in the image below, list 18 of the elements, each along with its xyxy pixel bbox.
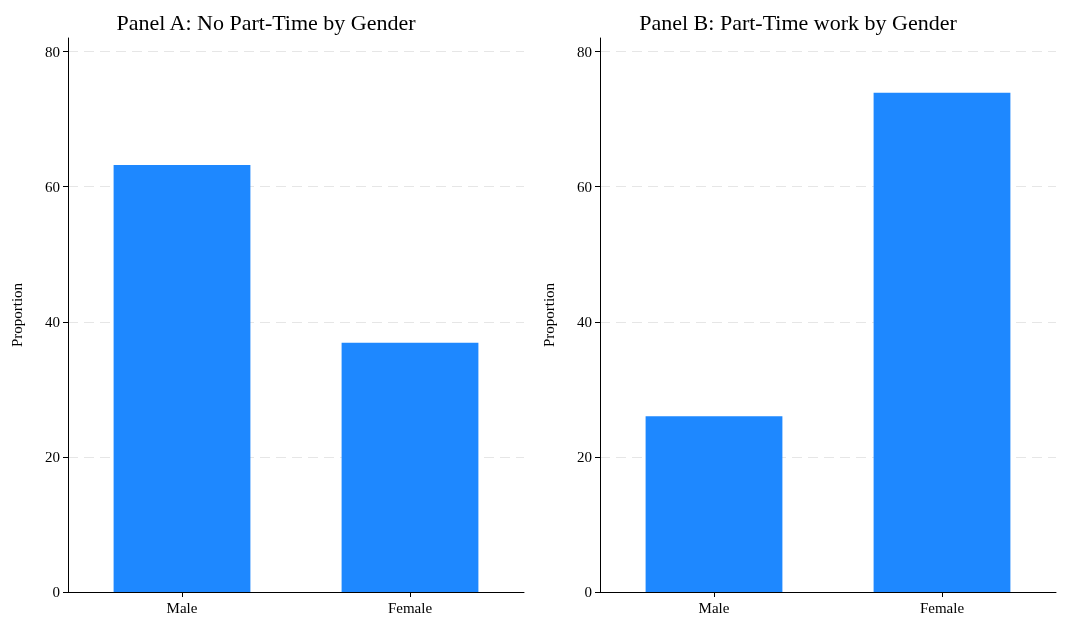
y-tick-label: 60 bbox=[577, 178, 592, 195]
y-tick-label: 40 bbox=[577, 313, 592, 330]
x-tick-label: Female bbox=[387, 599, 433, 616]
y-tick-label: 0 bbox=[52, 584, 60, 600]
y-tick-label: 20 bbox=[577, 448, 592, 465]
x-tick-label: Female bbox=[919, 599, 965, 616]
x-tick-label: Male bbox=[166, 599, 198, 616]
y-tick-label: 80 bbox=[45, 43, 60, 60]
y-axis-title: Proportion bbox=[540, 282, 557, 348]
y-tick-label: 40 bbox=[45, 313, 60, 330]
y-tick-label: 0 bbox=[584, 584, 592, 600]
chart-title: Panel A: No Part-Time by Gender bbox=[116, 9, 417, 35]
y-tick-label: 60 bbox=[45, 178, 60, 195]
x-tick-label: Male bbox=[698, 599, 730, 616]
y-tick-label: 20 bbox=[45, 448, 60, 465]
chart-title: Panel B: Part-Time work by Gender bbox=[639, 9, 958, 35]
y-axis-title: Proportion bbox=[8, 282, 25, 348]
y-tick-label: 80 bbox=[577, 43, 592, 60]
